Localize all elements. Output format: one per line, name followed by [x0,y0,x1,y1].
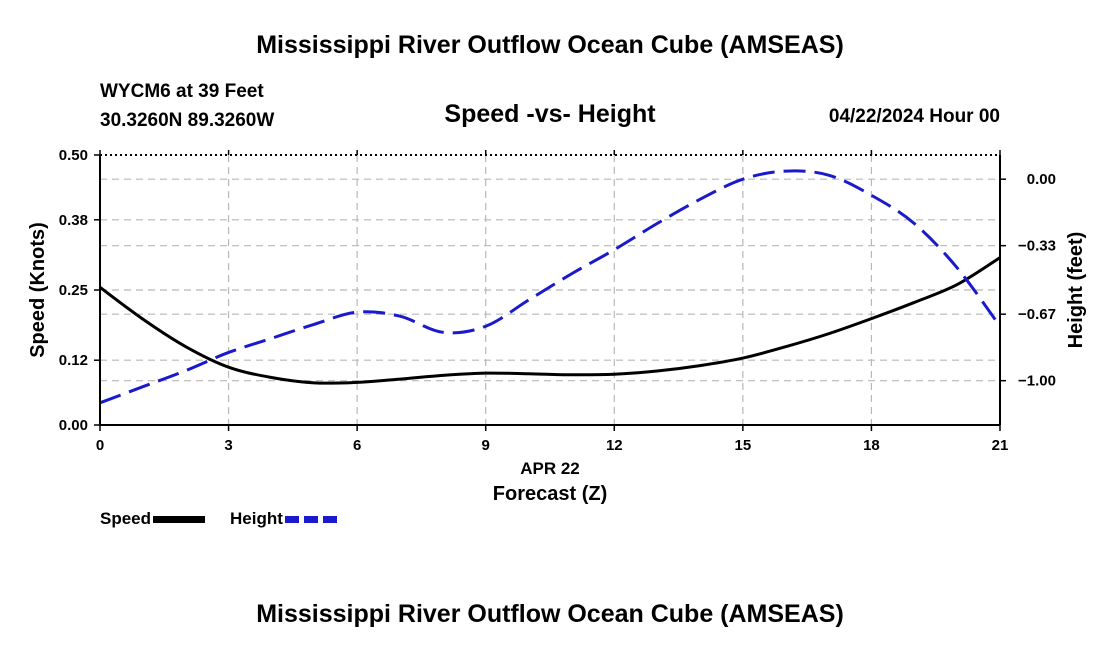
x-tick-label: 18 [863,437,880,454]
legend-speed-label: Speed [100,509,152,528]
y-right-tick-label: −1.00 [1018,373,1056,390]
x-tick-label: 0 [96,437,104,454]
series-lines [99,169,1002,405]
x-tick-label: 9 [482,437,490,454]
y-left-tick-label: 0.38 [59,212,88,229]
series-line-height [99,169,1002,405]
legend-height-label: Height [230,509,283,528]
x-axis-date-label: APR 22 [520,459,580,478]
x-tick-label: 12 [606,437,623,454]
y-right-tick-label: −0.67 [1018,306,1056,323]
forecast-datetime: 04/22/2024 Hour 00 [828,106,1000,127]
chart-title: Mississippi River Outflow Ocean Cube (AM… [256,31,844,59]
y-left-tick-label: 0.00 [59,417,88,434]
legend-height: Height [230,509,337,529]
y-left-tick-label: 0.25 [59,282,88,299]
grid-lines [100,155,1000,425]
chart-subtitle: Speed -vs- Height [444,100,656,128]
series-line-speed [99,256,1001,385]
footer-title: Mississippi River Outflow Ocean Cube (AM… [256,600,844,628]
station-coords: 30.3260N 89.3260W [100,110,275,131]
y-right-axis-label: Height (feet) [1065,232,1087,349]
station-name: WYCM6 at 39 Feet [100,81,264,102]
legend-height-swatch [284,516,337,524]
x-tick-label: 21 [992,437,1009,454]
x-tick-label: 6 [353,437,361,454]
x-tick-label: 3 [224,437,232,454]
y-left-axis-label: Speed (Knots) [27,222,49,358]
y-right-tick-label: −0.33 [1018,238,1056,255]
y-left-tick-label: 0.12 [59,352,88,369]
legend-speed: Speed [100,509,206,529]
axes: 0 3 6 9 12 15 18 21 0.00 0.12 0.25 0.38 0.50 0.00 −0.3… [27,147,1087,505]
y-left-tick-label: 0.50 [59,147,88,164]
x-tick-label: 15 [735,437,752,454]
y-right-tick-label: 0.00 [1027,171,1056,188]
legend-speed-swatch [153,516,206,524]
x-axis-label: Forecast (Z) [493,483,607,505]
station-info: WYCM6 at 39 Feet 30.3260N 89.3260W [100,77,274,135]
